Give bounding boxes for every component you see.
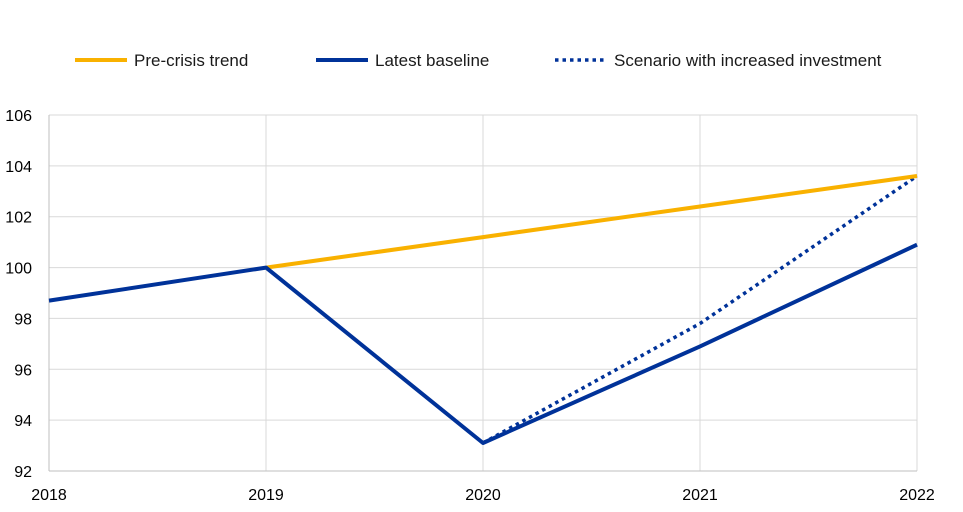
y-tick-label: 94 [14,413,32,430]
y-tick-label: 104 [5,159,32,176]
legend: Pre-crisis trend Latest baseline Scenario … [75,51,882,70]
gridlines [49,114,918,471]
series-line-pre-crisis-trend [265,174,918,270]
x-tick-label: 2021 [682,487,718,504]
series-lines [48,174,918,445]
x-tick-label: 2018 [31,487,67,504]
legend-label: Pre-crisis trend [134,51,248,70]
y-axis-tick-labels: 92 94 96 98 100 102 104 106 [5,108,32,481]
y-tick-label: 102 [5,210,32,227]
x-axis-tick-labels: 2018 2019 2020 2021 2022 [31,487,935,504]
x-tick-label: 2022 [899,487,935,504]
x-tick-label: 2020 [465,487,501,504]
y-tick-label: 98 [14,311,32,328]
axes [48,115,917,472]
x-tick-label: 2019 [248,487,284,504]
legend-label: Latest baseline [375,51,489,70]
y-tick-label: 96 [14,362,32,379]
y-tick-label: 92 [14,464,32,481]
y-tick-label: 100 [5,261,32,278]
legend-label: Scenario with increased investment [614,51,882,70]
y-tick-label: 106 [5,108,32,125]
